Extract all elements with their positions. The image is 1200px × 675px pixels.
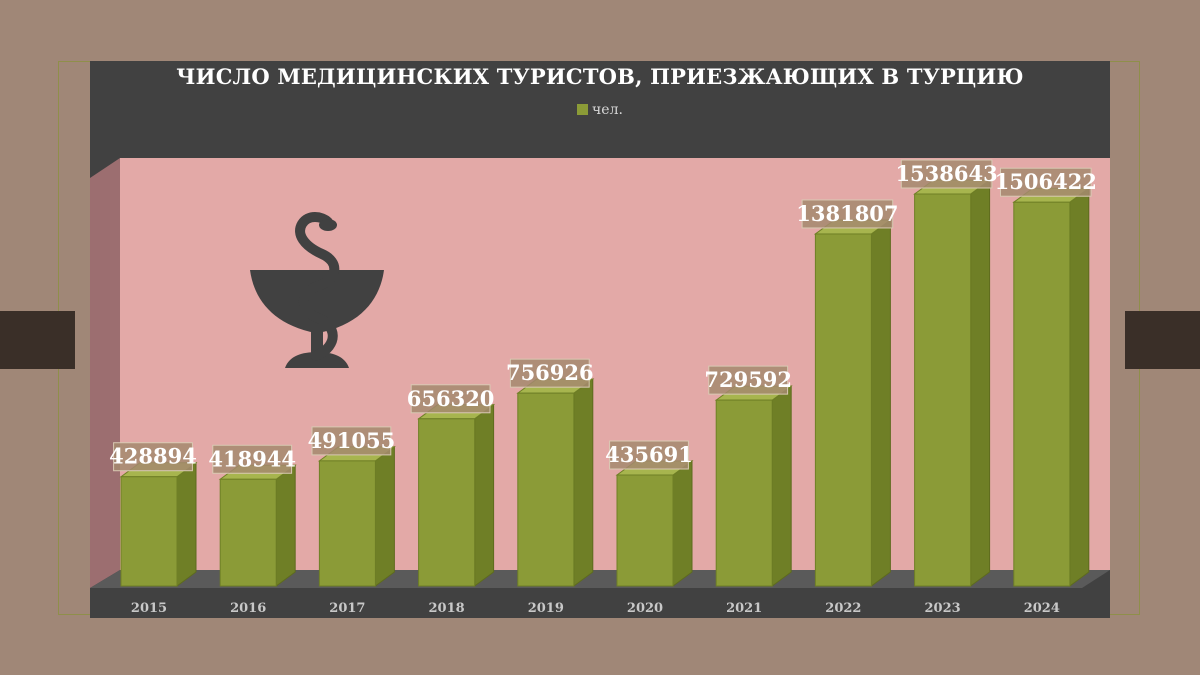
data-label-2023: 1538643 (895, 161, 997, 186)
data-label-bg-2015 (113, 442, 193, 472)
bar-2023 (914, 193, 972, 587)
bar-side-2017 (374, 445, 395, 587)
x-tick-2022: 2022 (825, 601, 861, 616)
right-side-tab (1125, 311, 1200, 369)
plot-floor-front (90, 588, 1110, 618)
x-tick-2018: 2018 (429, 601, 465, 616)
bar-2017 (318, 460, 376, 587)
x-tick-2024: 2024 (1024, 601, 1060, 616)
x-tick-2016: 2016 (230, 601, 266, 616)
data-label-2024: 1506422 (995, 169, 1097, 194)
bar-2018 (418, 418, 476, 587)
bar-side-2019 (573, 378, 594, 587)
bar-side-2021 (771, 385, 792, 587)
x-tick-2020: 2020 (627, 601, 663, 616)
data-label-bg-2020 (609, 440, 689, 470)
left-side-tab (0, 311, 75, 369)
bar-side-2015 (176, 461, 197, 587)
data-label-2015: 428894 (109, 444, 197, 469)
icon-snake (295, 212, 340, 361)
x-tick-2019: 2019 (528, 601, 564, 616)
bar-side-2016 (275, 464, 296, 587)
data-label-2018: 656320 (407, 386, 495, 411)
data-label-bg-2019 (509, 358, 590, 388)
data-label-2020: 435691 (605, 442, 693, 467)
bars-layer: 428894 418944 491055 656320 756926 435691 7295… (109, 159, 1097, 587)
data-label-bg-2021 (708, 365, 789, 395)
x-tick-2023: 2023 (925, 601, 961, 616)
bar-2020 (616, 474, 674, 587)
bar-2021 (715, 399, 773, 587)
data-label-bg-2022 (801, 199, 894, 229)
icon-bowl (250, 270, 384, 333)
legend: чел. (0, 102, 1200, 118)
bar-2019 (517, 392, 575, 587)
data-label-2016: 418944 (208, 446, 296, 471)
bar-2016 (219, 478, 277, 587)
bar-side-2022 (870, 218, 891, 587)
icon-snake-head (319, 219, 337, 231)
bar-side-2024 (1069, 187, 1090, 587)
data-label-bg-2018 (410, 384, 491, 414)
data-label-bg-2016 (212, 444, 293, 474)
legend-swatch (577, 104, 589, 115)
data-label-2021: 729592 (704, 367, 792, 392)
bar-side-2018 (474, 403, 495, 587)
data-label-bg-2023 (900, 159, 993, 189)
plot-side-wall (90, 158, 120, 588)
bar-2015 (120, 476, 178, 587)
bar-side-2023 (970, 179, 991, 587)
data-label-2022: 1381807 (796, 201, 898, 226)
data-label-bg-2017 (311, 426, 392, 456)
x-tick-2021: 2021 (726, 601, 762, 616)
data-label-2017: 491055 (308, 428, 396, 453)
x-tick-2017: 2017 (329, 601, 365, 616)
data-label-bg-2024 (1000, 167, 1092, 197)
chart-title: ЧИСЛО МЕДИЦИНСКИХ ТУРИСТОВ, ПРИЕЗЖАЮЩИХ … (176, 64, 1024, 89)
bar-2024 (1013, 201, 1071, 587)
data-label-2019: 756926 (506, 360, 594, 385)
bar-side-2020 (672, 460, 693, 587)
x-tick-2015: 2015 (131, 601, 167, 616)
bowl-of-hygieia-icon (250, 212, 384, 368)
bar-2022 (814, 233, 872, 587)
legend-label: чел. (592, 102, 623, 118)
x-axis-ticks: 2015 2016 2017 2018 2019 2020 2021 2022 2023 2024 (131, 601, 1060, 616)
